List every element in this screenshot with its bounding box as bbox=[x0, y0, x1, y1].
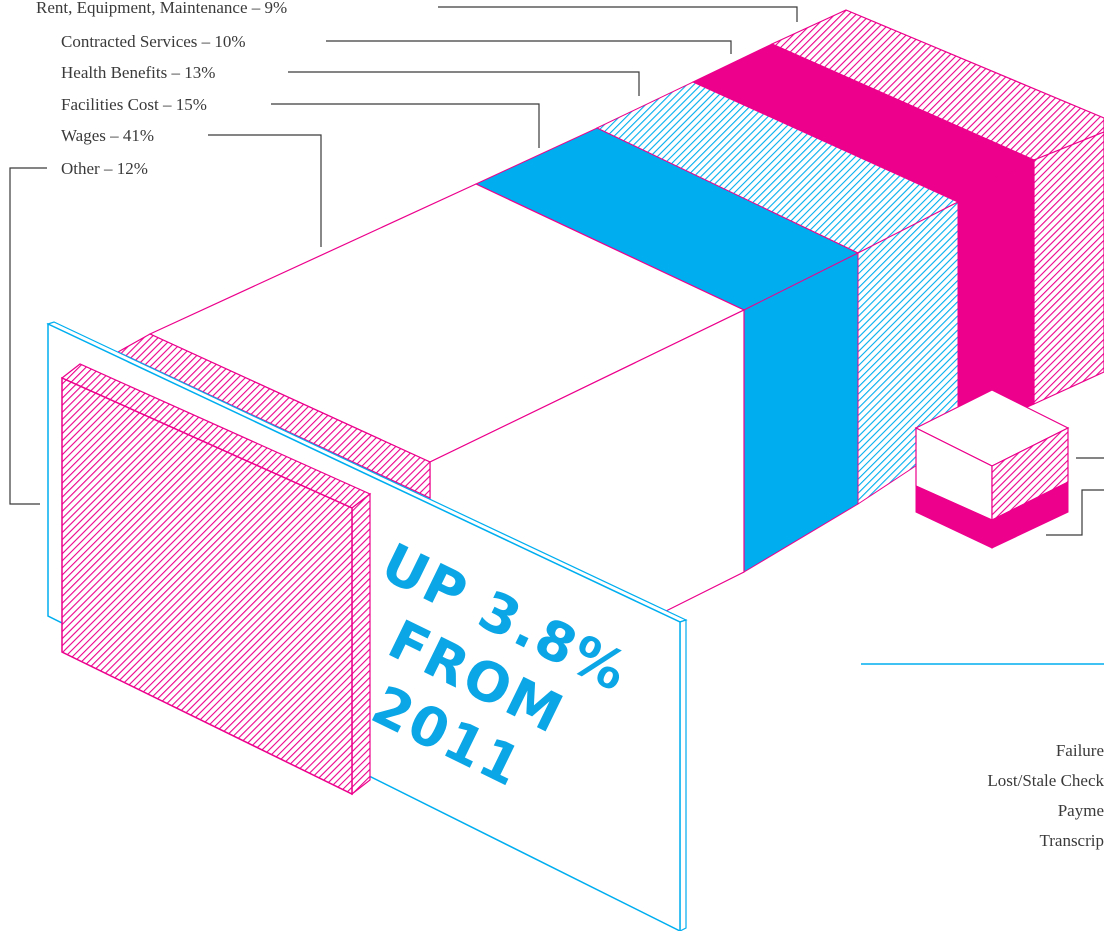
segment-other-top bbox=[116, 333, 431, 499]
leader-lines bbox=[9, 6, 1104, 665]
segment-rent-side bbox=[1033, 131, 1104, 405]
leader-line-wages bbox=[208, 134, 322, 247]
side-label-lost-stale-check: Lost/Stale Check bbox=[987, 771, 1104, 790]
front-slab-side bbox=[351, 492, 371, 796]
segment-contracted-services bbox=[691, 43, 1036, 439]
leader-line-other bbox=[9, 167, 47, 505]
leader-line-facilities bbox=[271, 103, 540, 148]
leader-line-health bbox=[288, 71, 640, 96]
small-cube-right-band bbox=[991, 481, 1069, 549]
label-contracted-services: Contracted Services – 10% bbox=[61, 32, 246, 51]
side-label-payment: Payme bbox=[1058, 801, 1104, 820]
segment-facilities-cost bbox=[474, 127, 860, 573]
small-cube bbox=[914, 389, 1070, 549]
side-label-failure: Failure bbox=[1056, 741, 1104, 760]
front-slab bbox=[60, 363, 372, 796]
segment-other bbox=[116, 333, 431, 499]
label-other: Other – 12% bbox=[61, 159, 148, 178]
category-labels: Rent, Equipment, Maintenance – 9% Contra… bbox=[36, 0, 287, 178]
leader-line-contracted bbox=[326, 40, 732, 54]
board-thickness bbox=[679, 619, 687, 932]
label-wages: Wages – 41% bbox=[61, 126, 154, 145]
label-rent-equipment: Rent, Equipment, Maintenance – 9% bbox=[36, 0, 287, 17]
side-labels: Failure Lost/Stale Check Payme Transcrip bbox=[987, 741, 1104, 850]
segment-rent-equipment bbox=[770, 9, 1104, 405]
label-facilities-cost: Facilities Cost – 15% bbox=[61, 95, 207, 114]
leader-line-cube-2 bbox=[1046, 489, 1104, 536]
side-label-transcript: Transcrip bbox=[1039, 831, 1104, 850]
front-slab-face bbox=[61, 376, 353, 796]
label-health-benefits: Health Benefits – 13% bbox=[61, 63, 215, 82]
leader-line-rent bbox=[438, 6, 798, 22]
